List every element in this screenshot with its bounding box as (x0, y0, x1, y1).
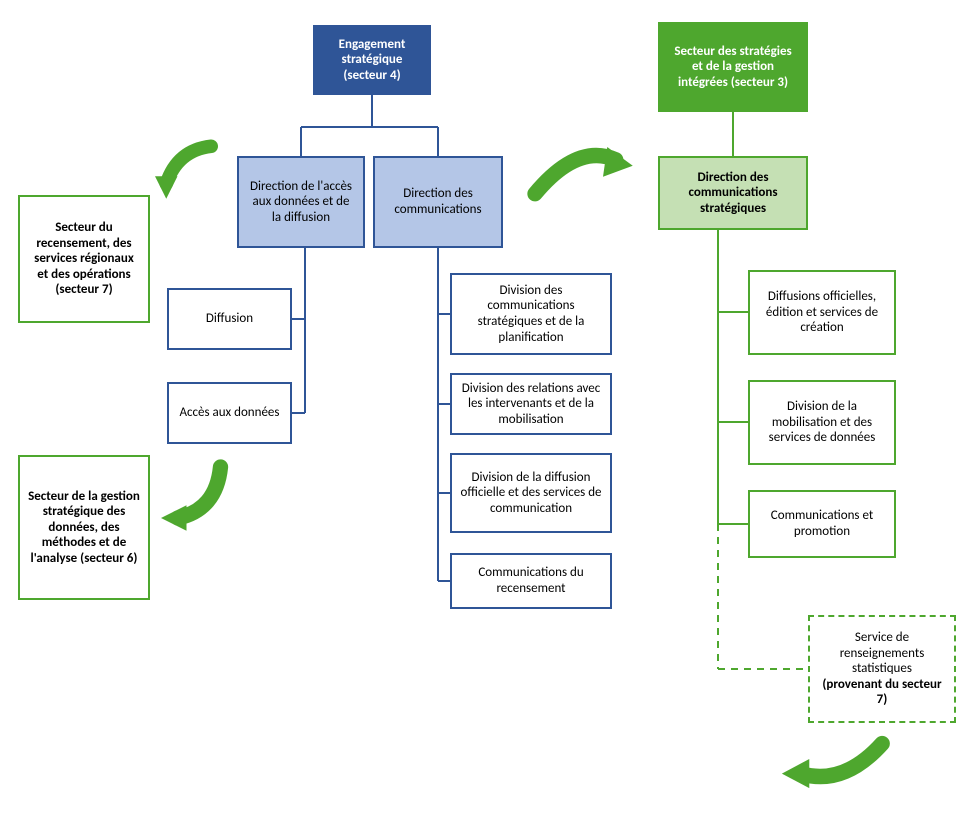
label-bold: (provenant du secteur 7) (818, 677, 946, 708)
node-div-diff-off: Division de la diffusion officielle et d… (450, 453, 612, 533)
node-comm-promo: Communications et promotion (748, 490, 896, 558)
diagram-stage: Engagement stratégique (secteur 4) Direc… (0, 0, 975, 823)
label: Division de la diffusion officielle et d… (460, 470, 602, 517)
arrow-center-to-right (510, 130, 645, 215)
node-dir-comm-strat: Direction des communications stratégique… (658, 156, 808, 230)
label: Direction des communications stratégique… (668, 170, 798, 217)
label: Secteur des stratégies et de la gestion … (668, 44, 798, 91)
label: Direction des communications (383, 186, 493, 217)
node-secteur7: Secteur du recensement, des services rég… (18, 195, 150, 323)
node-acces-donnees: Accès aux données (167, 382, 292, 444)
node-div-comm-strat: Division des communications stratégiques… (450, 273, 612, 355)
label: Diffusions officielles, édition et servi… (758, 289, 886, 336)
node-diffusion: Diffusion (167, 288, 292, 350)
label: Accès aux données (179, 405, 279, 421)
label: Secteur de la gestion stratégique des do… (28, 489, 140, 567)
node-engagement: Engagement stratégique (secteur 4) (313, 25, 431, 95)
node-dir-comm: Direction des communications (373, 156, 503, 248)
arrow-secteur7 (140, 135, 230, 210)
node-service-renseign: Service de renseignements statistiques (… (808, 615, 956, 723)
label: Engagement stratégique (secteur 4) (323, 37, 421, 84)
label: Communications et promotion (758, 508, 886, 539)
label: Division des communications stratégiques… (460, 283, 602, 345)
label-main: Service de renseignements statistiques (818, 630, 946, 677)
label: Secteur du recensement, des services rég… (28, 220, 140, 298)
label: Direction de l'accès aux données et de l… (247, 179, 355, 226)
node-dir-acces: Direction de l'accès aux données et de l… (237, 156, 365, 248)
arrow-bottom-right (775, 730, 895, 800)
label: Division de la mobilisation et des servi… (758, 399, 886, 446)
label: Communications du recensement (460, 565, 602, 596)
node-div-mobil: Division de la mobilisation et des servi… (748, 380, 896, 465)
node-comm-recensement: Communications du recensement (450, 553, 612, 609)
arrow-secteur6 (150, 450, 240, 535)
label: Division des relations avec les interven… (460, 381, 602, 428)
node-secteur3: Secteur des stratégies et de la gestion … (658, 22, 808, 112)
label: Diffusion (206, 311, 253, 327)
node-div-relations: Division des relations avec les interven… (450, 373, 612, 435)
node-diff-off: Diffusions officielles, édition et servi… (748, 270, 896, 355)
node-secteur6: Secteur de la gestion stratégique des do… (18, 455, 150, 600)
